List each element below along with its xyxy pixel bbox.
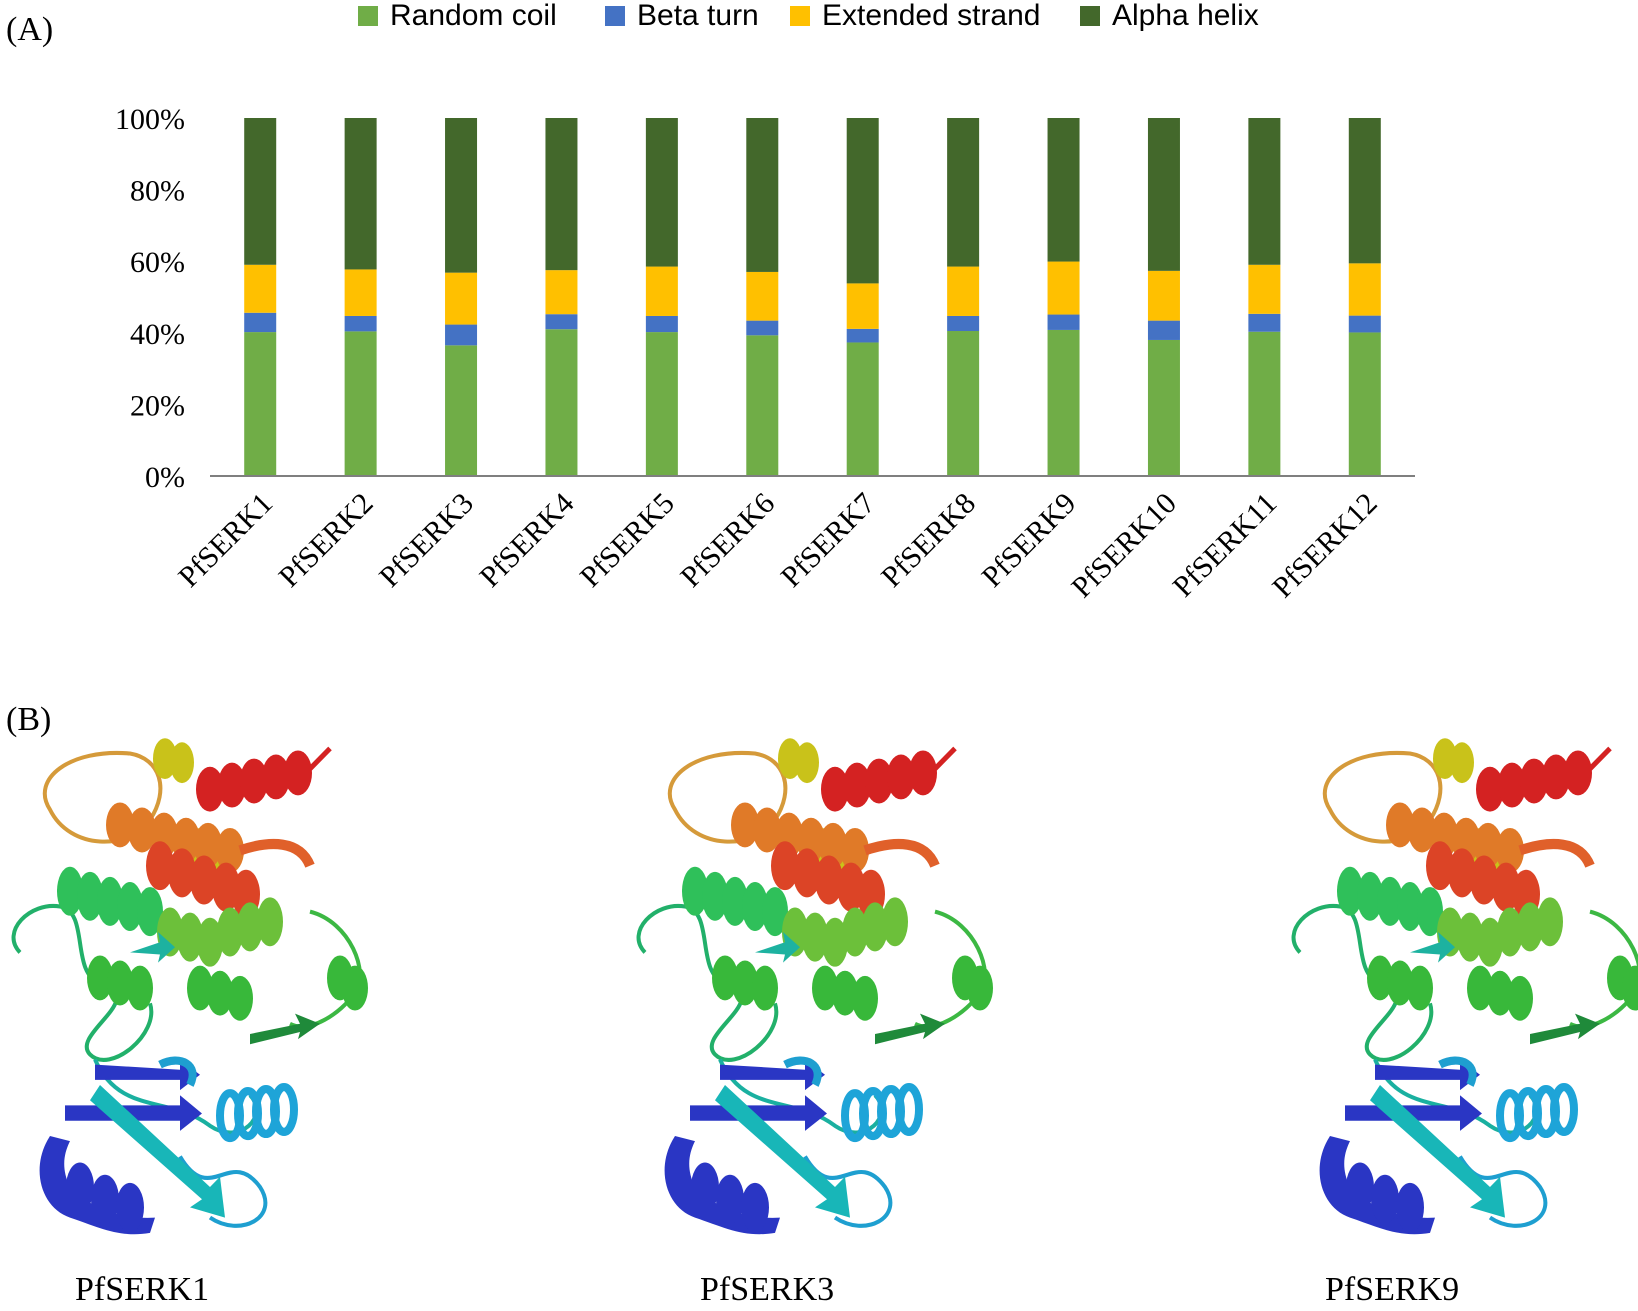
protein-structure-image — [14, 738, 368, 1234]
bar-segment — [1147, 118, 1180, 271]
stacked-bar-chart: 0% 20% 40% 60% 80% 100% PfSERK1PfSERK2PfSERK3… — [115, 103, 1415, 604]
bar-segment — [746, 271, 779, 321]
legend-swatch — [1080, 6, 1100, 26]
y-tick-label: 60% — [130, 246, 185, 279]
bar-segment — [1248, 264, 1281, 314]
structure-label: PfSERK9 — [1325, 1271, 1459, 1308]
structure-label: PfSERK1 — [75, 1271, 209, 1308]
bar-segment — [746, 335, 779, 476]
protein-structure-image — [639, 738, 993, 1234]
legend-label: Random coil — [390, 0, 557, 32]
legend-label: Extended strand — [822, 0, 1040, 32]
bar-series — [244, 118, 1381, 476]
y-tick-label: 100% — [115, 103, 185, 136]
bar-segment — [1348, 332, 1381, 476]
y-tick-label: 0% — [145, 461, 185, 494]
legend-swatch — [358, 6, 378, 26]
x-tick-label: PfSERK6 — [674, 487, 781, 594]
x-tick-label: PfSERK10 — [1065, 487, 1183, 605]
structure-panel-3 — [1294, 738, 1638, 1234]
chart-legend: Random coil Beta turn Extended strand Alpha… — [358, 0, 1259, 32]
structure-label: PfSERK3 — [700, 1271, 834, 1308]
bar-segment — [645, 332, 678, 476]
bar-segment — [746, 320, 779, 336]
bar-segment — [1348, 263, 1381, 316]
bar-segment — [645, 266, 678, 316]
y-tick-label: 40% — [130, 318, 185, 351]
bar-segment — [244, 118, 277, 265]
x-tick-label: PfSERK12 — [1266, 487, 1384, 605]
x-tick-label: PfSERK8 — [875, 487, 982, 594]
x-tick-label: PfSERK4 — [473, 487, 580, 594]
legend-swatch — [605, 6, 625, 26]
bar-segment — [947, 266, 980, 316]
bar-segment — [1248, 313, 1281, 332]
bar-segment — [344, 118, 377, 270]
bar-segment — [846, 283, 879, 329]
bar-segment — [1047, 261, 1080, 315]
bar-segment — [1348, 118, 1381, 264]
panel-b-label: (B) — [6, 701, 51, 738]
bar-segment — [947, 331, 980, 476]
x-tick-label: PfSERK1 — [172, 487, 279, 594]
x-tick-label: PfSERK2 — [273, 487, 380, 594]
panel-a-label: (A) — [6, 11, 53, 48]
y-tick-label: 20% — [130, 389, 185, 422]
structure-panel-1 — [14, 738, 368, 1234]
bar-segment — [1047, 314, 1080, 330]
legend-swatch — [790, 6, 810, 26]
x-tick-label: PfSERK11 — [1166, 487, 1283, 604]
bar-segment — [1147, 320, 1180, 340]
bar-segment — [1047, 118, 1080, 262]
bar-segment — [1248, 118, 1281, 265]
bar-segment — [1047, 329, 1080, 476]
bar-segment — [545, 329, 578, 476]
x-axis-tick-labels: PfSERK1PfSERK2PfSERK3PfSERK4PfSERK5PfSER… — [172, 487, 1384, 605]
bar-segment — [545, 118, 578, 271]
bar-segment — [545, 314, 578, 330]
bar-segment — [1348, 315, 1381, 333]
bar-segment — [445, 324, 478, 346]
x-tick-label: PfSERK3 — [373, 487, 480, 594]
protein-structure-image — [1294, 738, 1638, 1234]
bar-segment — [445, 272, 478, 325]
x-tick-label: PfSERK5 — [574, 487, 681, 594]
bar-segment — [545, 270, 578, 315]
x-tick-label: PfSERK9 — [975, 487, 1082, 594]
x-tick-label: PfSERK7 — [775, 487, 882, 594]
bar-segment — [846, 328, 879, 343]
bar-segment — [344, 331, 377, 476]
bar-segment — [1147, 270, 1180, 321]
bar-segment — [1248, 331, 1281, 476]
bar-segment — [344, 315, 377, 332]
bar-segment — [846, 342, 879, 476]
bar-segment — [947, 118, 980, 267]
bar-segment — [846, 118, 879, 284]
bar-segment — [645, 118, 678, 267]
legend-label: Alpha helix — [1112, 0, 1259, 32]
bar-segment — [1147, 339, 1180, 476]
bar-segment — [645, 315, 678, 333]
structure-panel-2 — [639, 738, 993, 1234]
bar-segment — [344, 269, 377, 316]
y-axis: 0% 20% 40% 60% 80% 100% — [115, 103, 185, 494]
bar-segment — [947, 315, 980, 332]
bar-segment — [244, 332, 277, 476]
y-tick-label: 80% — [130, 175, 185, 208]
bar-segment — [445, 118, 478, 273]
legend-label: Beta turn — [637, 0, 759, 32]
bar-segment — [244, 264, 277, 313]
bar-segment — [746, 118, 779, 272]
bar-segment — [445, 345, 478, 476]
bar-segment — [244, 312, 277, 333]
